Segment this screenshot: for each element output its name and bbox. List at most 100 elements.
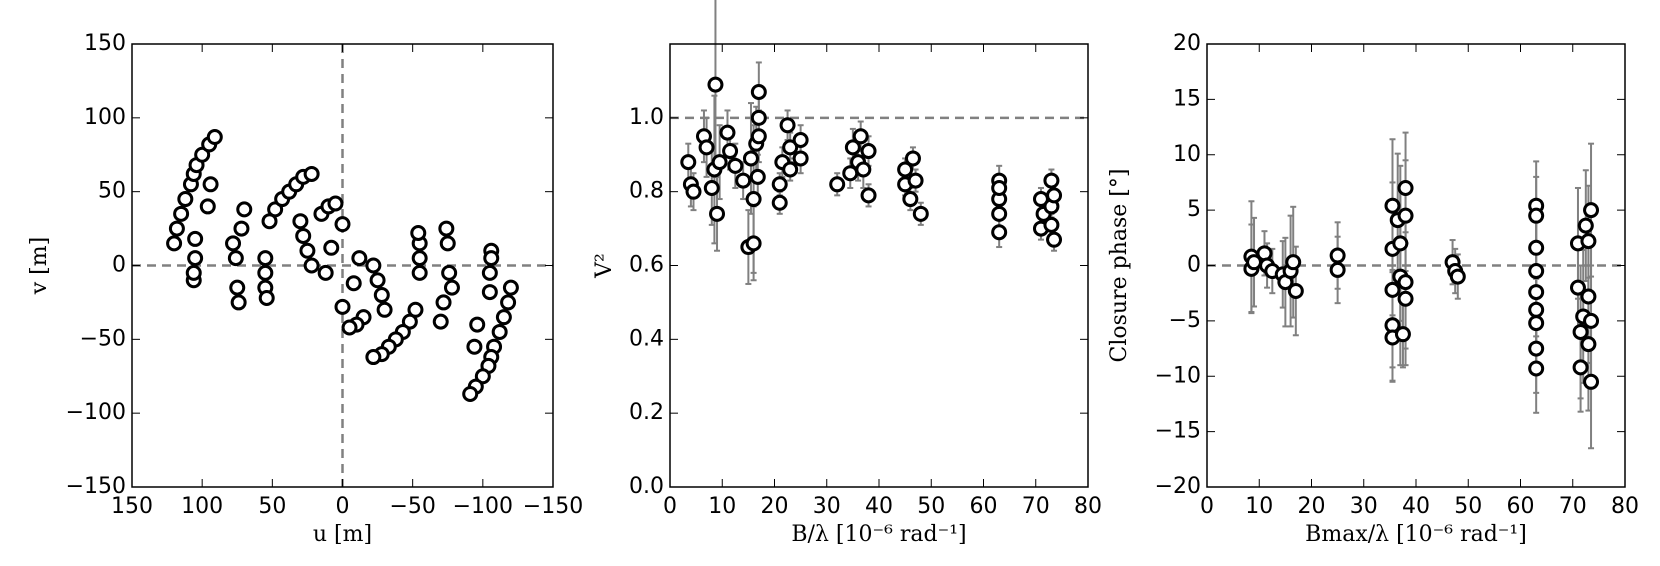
data-point — [792, 131, 809, 148]
y-tick-label: 50 — [98, 179, 126, 204]
data-point — [369, 272, 386, 289]
data-point — [779, 117, 796, 134]
x-tick-label: 70 — [1022, 494, 1050, 519]
y-tick-label: −20 — [1155, 474, 1201, 499]
data-point — [1384, 281, 1401, 298]
data-point — [1583, 373, 1600, 390]
data-point — [750, 83, 767, 100]
data-point — [483, 250, 500, 267]
data-point — [1285, 254, 1302, 271]
data-point — [1583, 202, 1600, 219]
data-point — [187, 250, 204, 267]
data-point — [1392, 235, 1409, 252]
data-point — [225, 235, 242, 252]
data-point — [749, 168, 766, 185]
y-axis-label: v [m] — [27, 237, 52, 295]
x-tick-label: 20 — [761, 494, 789, 519]
x-tick-label: 60 — [1507, 494, 1535, 519]
data-point — [745, 235, 762, 252]
x-tick-label: 100 — [181, 494, 223, 519]
x-tick-label: 0 — [1200, 494, 1214, 519]
data-point — [1528, 340, 1545, 357]
data-point — [1397, 274, 1414, 291]
y-tick-label: −50 — [80, 326, 126, 351]
data-point — [711, 154, 728, 171]
y-tick-label: 0.2 — [629, 400, 664, 425]
data-point — [258, 289, 275, 306]
x-axis-label: u [m] — [313, 522, 372, 547]
x-tick-label: 70 — [1559, 494, 1587, 519]
data-point — [735, 172, 752, 189]
data-point — [897, 161, 914, 178]
x-tick-label: 80 — [1611, 494, 1639, 519]
data-point — [230, 294, 247, 311]
data-point — [177, 191, 194, 208]
y-tick-label: −15 — [1155, 419, 1201, 444]
data-point — [1043, 172, 1060, 189]
y-tick-label: −100 — [66, 400, 126, 425]
x-tick-label: −100 — [453, 494, 513, 519]
data-point — [907, 172, 924, 189]
data-point — [345, 275, 362, 292]
data-point — [792, 150, 809, 167]
x-tick-label: 150 — [111, 494, 153, 519]
y-tick-label: −5 — [1169, 308, 1201, 333]
data-point — [481, 264, 498, 281]
data-point — [469, 316, 486, 333]
data-point — [432, 313, 449, 330]
data-point — [1528, 239, 1545, 256]
data-point — [1528, 315, 1545, 332]
data-point — [750, 109, 767, 126]
data-point — [373, 287, 390, 304]
y-tick-label: 0.0 — [629, 474, 664, 499]
y-axis-label: V² — [592, 253, 617, 279]
data-point — [1449, 268, 1466, 285]
data-point — [435, 294, 452, 311]
data-point — [292, 213, 309, 230]
data-point — [187, 230, 204, 247]
data-point — [185, 264, 202, 281]
y-tick-label: 20 — [1173, 31, 1201, 56]
data-point — [1397, 207, 1414, 224]
x-tick-label: −150 — [523, 494, 583, 519]
data-point — [904, 150, 921, 167]
y-tick-label: 5 — [1187, 197, 1201, 222]
y-tick-label: −10 — [1155, 363, 1201, 388]
panel: 150 100 50 0 −50 −100 −150 −150 −100 −50 0 50 100 150… — [27, 31, 583, 547]
y-tick-label: 150 — [84, 31, 126, 56]
y-tick-label: 10 — [1173, 142, 1201, 167]
data-point — [1397, 290, 1414, 307]
x-axis-label: Bmax/λ [10⁻⁶ rad⁻¹] — [1305, 522, 1527, 547]
axes-frame — [131, 43, 554, 488]
data-point — [443, 279, 460, 296]
data-point — [750, 128, 767, 145]
data-point — [323, 239, 340, 256]
data-point — [334, 216, 351, 233]
data-point — [742, 150, 759, 167]
x-tick-label: 10 — [708, 494, 736, 519]
data-point — [1287, 282, 1304, 299]
data-point — [902, 191, 919, 208]
x-tick-label: 30 — [813, 494, 841, 519]
x-axis-label: B/λ [10⁻⁶ rad⁻¹] — [791, 522, 966, 547]
data-point — [782, 161, 799, 178]
data-point — [719, 124, 736, 141]
data-point — [1528, 301, 1545, 318]
data-point — [1580, 336, 1597, 353]
data-point — [317, 264, 334, 281]
data-point — [703, 179, 720, 196]
data-point — [991, 179, 1008, 196]
data-point — [1528, 360, 1545, 377]
data-point — [855, 161, 872, 178]
data-point — [680, 154, 697, 171]
data-point — [1397, 179, 1414, 196]
data-point — [351, 250, 368, 267]
data-point — [491, 323, 508, 340]
data-point — [365, 257, 382, 274]
data-point — [844, 139, 861, 156]
data-point — [1329, 261, 1346, 278]
data-point — [1046, 187, 1063, 204]
y-tick-label: 0.4 — [629, 326, 664, 351]
y-tick-label: 100 — [84, 105, 126, 130]
